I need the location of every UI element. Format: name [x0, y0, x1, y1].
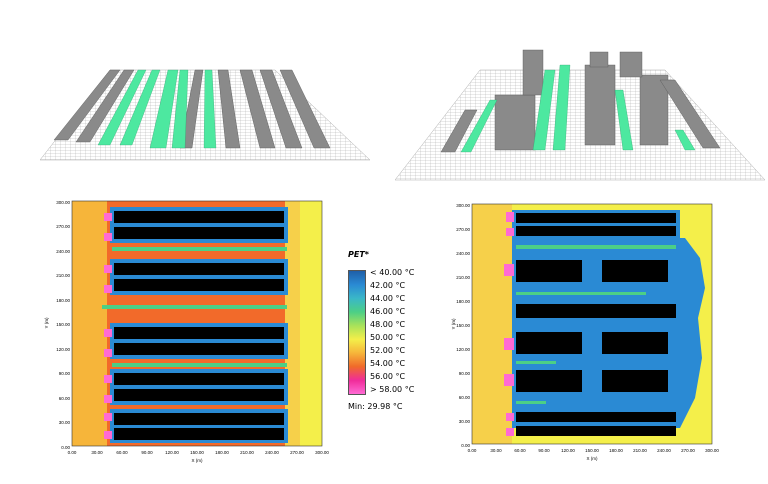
y-tick: 150.00: [56, 322, 70, 327]
pet-map-left: 300.00 270.00 240.00 210.00 180.00 150.0…: [30, 195, 330, 465]
x-tick: 270.00: [290, 450, 304, 455]
pet-map-right: 300.00 270.00 240.00 210.00 180.00 150.0…: [450, 198, 720, 468]
map-left-axes: 300.00 270.00 240.00 210.00 180.00 150.0…: [44, 200, 329, 463]
x-tick: 30.00: [91, 450, 103, 455]
y-tick: 180.00: [56, 298, 70, 303]
y-tick: 150.00: [456, 323, 470, 328]
3d-model-right: [394, 40, 766, 190]
legend-label: 50.00 °C: [370, 333, 406, 342]
x-axis-label: X (m): [192, 458, 203, 463]
x-tick: 180.00: [215, 450, 229, 455]
y-tick: 120.00: [56, 347, 70, 352]
ground-mesh: [394, 69, 766, 181]
pet-map-left-svg: 300.00 270.00 240.00 210.00 180.00 150.0…: [44, 200, 329, 463]
y-tick: 90.00: [59, 371, 71, 376]
x-tick: 30.00: [490, 448, 502, 453]
y-tick: 210.00: [56, 273, 70, 278]
x-tick: 60.00: [116, 450, 128, 455]
y-axis-label: Y (m): [451, 318, 456, 329]
x-tick: 120.00: [165, 450, 179, 455]
y-tick: 90.00: [459, 371, 471, 376]
model-right-svg: [394, 49, 766, 181]
legend-label: > 58.00 °C: [370, 385, 415, 394]
x-tick: 240.00: [265, 450, 279, 455]
y-tick: 0.00: [61, 445, 70, 450]
legend-label: 48.00 °C: [370, 320, 406, 329]
x-tick: 120.00: [561, 448, 575, 453]
map-right-axes: 300.00 270.00 240.00 210.00 180.00 150.0…: [451, 203, 719, 461]
trees-left: [97, 69, 217, 149]
y-tick: 60.00: [59, 396, 71, 401]
legend-label: 46.00 °C: [370, 307, 406, 316]
x-tick: 210.00: [240, 450, 254, 455]
pet-map-right-svg: 300.00 270.00 240.00 210.00 180.00 150.0…: [451, 203, 719, 461]
x-tick: 240.00: [657, 448, 671, 453]
buildings-map-right: [512, 210, 680, 436]
y-tick: 270.00: [56, 224, 70, 229]
legend-color-bar: [348, 270, 366, 395]
hotspots-left: [104, 213, 112, 439]
legend-label: 52.00 °C: [370, 346, 406, 355]
x-tick: 150.00: [585, 448, 599, 453]
y-tick: 300.00: [456, 203, 470, 208]
legend-label: 56.00 °C: [370, 372, 406, 381]
3d-model-left: [39, 60, 371, 190]
x-tick: 270.00: [681, 448, 695, 453]
x-tick: 150.00: [190, 450, 204, 455]
legend-title: PET*: [348, 250, 369, 259]
y-tick: 30.00: [59, 420, 71, 425]
y-tick: 30.00: [459, 419, 471, 424]
x-tick: 90.00: [141, 450, 153, 455]
x-tick: 0.00: [68, 450, 77, 455]
y-tick: 240.00: [56, 249, 70, 254]
trees-right: [460, 64, 696, 153]
legend-label: 54.00 °C: [370, 359, 406, 368]
buildings-map-left: [110, 207, 288, 443]
y-tick: 240.00: [456, 251, 470, 256]
y-tick: 270.00: [456, 227, 470, 232]
legend-label: 42.00 °C: [370, 281, 406, 290]
y-tick: 120.00: [456, 347, 470, 352]
x-tick: 180.00: [609, 448, 623, 453]
y-tick: 0.00: [461, 443, 470, 448]
legend-label: < 40.00 °C: [370, 268, 415, 277]
buildings-left: [53, 69, 331, 149]
x-tick: 210.00: [633, 448, 647, 453]
legend-min: Min: 29.98 °C: [348, 402, 403, 411]
tree-rows-left: [102, 247, 287, 367]
hotspots-right: [504, 212, 514, 436]
x-tick: 0.00: [468, 448, 477, 453]
y-tick: 180.00: [456, 299, 470, 304]
y-tick: 300.00: [56, 200, 70, 205]
legend-label: 44.00 °C: [370, 294, 406, 303]
y-axis-label: Y (m): [44, 317, 49, 328]
model-left-svg: [39, 69, 371, 161]
buildings-right: [440, 49, 721, 153]
pet-legend: PET* < 40.00 °C 42.00 °C 44.00 °C 46.00 …: [336, 250, 436, 420]
x-tick: 300.00: [315, 450, 329, 455]
x-tick: 300.00: [705, 448, 719, 453]
x-tick: 90.00: [538, 448, 550, 453]
y-tick: 210.00: [456, 275, 470, 280]
x-axis-label: X (m): [587, 456, 598, 461]
tree-rows-right: [516, 245, 676, 404]
y-tick: 60.00: [459, 395, 471, 400]
x-tick: 60.00: [514, 448, 526, 453]
